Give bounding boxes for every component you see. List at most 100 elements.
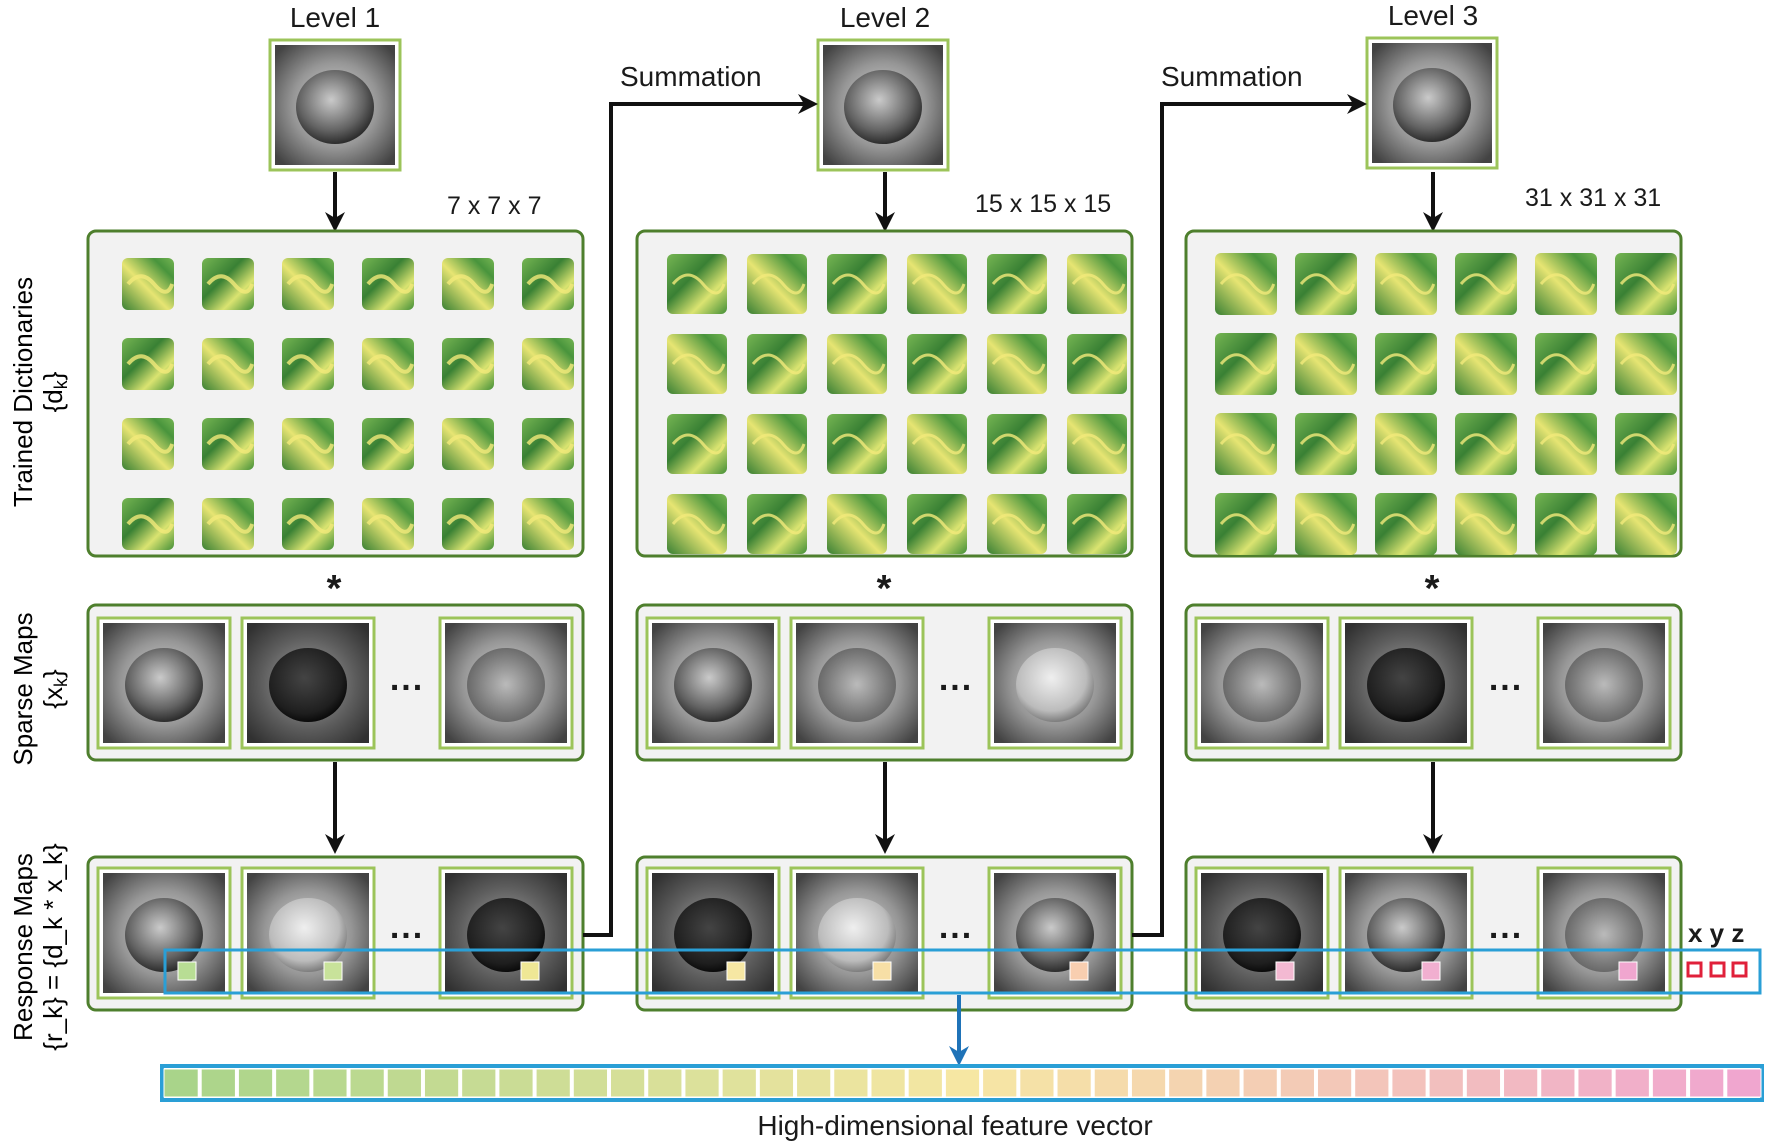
dictionary-atom-1-2-4 <box>362 338 415 390</box>
dictionary-atom-1-2-5-fill <box>442 338 494 390</box>
dictionary-atom-2-3-3-texture <box>831 433 886 455</box>
feature-vector-cell-30 <box>1242 1068 1278 1098</box>
dictionary-atom-2-2-1-fill <box>667 334 727 394</box>
dictionary-atom-1-2-3-texture <box>286 354 335 374</box>
dictionary-atom-2-1-4-fill <box>907 254 967 314</box>
dictionary-atom-2-1-3-fill <box>827 254 887 314</box>
dictionary-atom-2-2-5-fill <box>987 334 1047 394</box>
dictionary-atom-1-2-2-texture <box>206 354 255 374</box>
sparse-map-2-1 <box>645 616 781 750</box>
dictionary-atom-3-4-4 <box>1455 493 1517 555</box>
sparse-map-1-3-specimen <box>467 647 545 723</box>
dictionary-atom-3-1-3 <box>1375 253 1437 315</box>
feature-vector-cell-1 <box>163 1068 199 1098</box>
response-map-2-1-specimen <box>674 897 752 973</box>
summation-arrow-1 <box>583 94 818 937</box>
sparse-map-1-1 <box>96 616 232 750</box>
dictionary-atom-1-3-6 <box>522 418 575 470</box>
feature-vector-cell-14 <box>647 1068 683 1098</box>
sparse-map-2-2 <box>789 616 925 750</box>
level-2-dictionary-size: 15 x 15 x 15 <box>975 190 1112 218</box>
response-map-3-1 <box>1194 866 1330 1000</box>
feature-vector-cell-9 <box>461 1068 497 1098</box>
feature-vector-cell-41 <box>1651 1068 1688 1098</box>
dictionary-atom-1-1-6-texture <box>526 274 575 294</box>
dictionary-atom-1-1-1-texture <box>126 274 175 294</box>
level-2-input-volume-specimen <box>844 69 922 145</box>
dictionary-atom-1-4-6-texture <box>526 514 575 534</box>
response-map-1-1 <box>96 866 232 1000</box>
response-sample-3-1 <box>1275 961 1295 981</box>
dictionary-atom-3-3-3 <box>1375 413 1437 475</box>
response-sample-3-3 <box>1618 961 1638 981</box>
dictionary-atom-2-2-6-fill <box>1067 334 1127 394</box>
dictionary-atom-2-4-5 <box>987 494 1047 554</box>
dictionary-atom-3-1-3-texture <box>1379 273 1436 295</box>
dictionary-atom-1-1-3-texture <box>286 274 335 294</box>
dictionary-atom-3-2-4 <box>1455 333 1517 395</box>
dictionary-atom-2-4-4-fill <box>907 494 967 554</box>
dictionary-atom-3-4-2-fill <box>1295 493 1357 555</box>
dictionary-atom-3-3-6-texture <box>1619 433 1676 455</box>
dictionary-atom-3-4-3-texture <box>1379 513 1436 535</box>
feature-vector-cell-32 <box>1316 1068 1353 1098</box>
level-2-input-volume <box>816 38 950 172</box>
dictionary-atom-3-4-1 <box>1215 493 1277 555</box>
response-sample-1-2 <box>323 961 343 981</box>
dictionary-atom-3-2-5 <box>1535 333 1597 395</box>
dictionary-atom-2-3-1 <box>667 414 727 474</box>
response-sample-2-3 <box>1069 961 1089 981</box>
dictionary-atom-2-2-3-fill <box>827 334 887 394</box>
dictionary-atom-2-3-6 <box>1067 414 1127 474</box>
convolution-operator-2: * <box>876 568 892 610</box>
dictionary-atom-2-1-6 <box>1067 254 1127 314</box>
dictionary-atom-2-4-4 <box>907 494 967 554</box>
dictionary-atom-1-3-3 <box>282 418 335 470</box>
feature-vector-cell-38 <box>1540 1068 1576 1098</box>
response-ellipsis-1: ... <box>389 908 425 946</box>
response-ellipsis-2: ... <box>938 908 974 946</box>
dictionary-atom-2-3-2 <box>747 414 807 474</box>
response-ellipsis-3: ... <box>1488 908 1524 946</box>
dictionary-atom-2-1-5 <box>987 254 1047 314</box>
dictionary-atom-1-3-4 <box>362 418 415 470</box>
dictionary-atom-1-4-4-texture <box>366 514 415 534</box>
dictionary-atom-2-2-1 <box>667 334 727 394</box>
dictionary-atom-3-2-4-fill <box>1455 333 1517 395</box>
dictionary-atom-3-1-1-texture <box>1219 273 1276 295</box>
response-map-1-2 <box>240 866 376 1000</box>
dictionary-atom-1-1-2-texture <box>206 274 255 294</box>
response-sample-1-3 <box>520 961 540 981</box>
dictionary-atom-2-1-6-fill <box>1067 254 1127 314</box>
dictionary-atom-2-2-4 <box>907 334 967 394</box>
level-1-input-volume-specimen <box>296 69 374 145</box>
feature-vector-cell-35 <box>1428 1068 1464 1098</box>
sparse-map-3-1 <box>1194 616 1330 750</box>
dictionary-atom-3-4-1-texture <box>1219 513 1276 535</box>
dictionary-atom-3-3-2 <box>1295 413 1357 475</box>
dictionary-atom-3-1-5 <box>1535 253 1597 315</box>
feature-vector-cell-31 <box>1279 1068 1315 1098</box>
sparse-map-3-3 <box>1536 616 1672 750</box>
feature-vector-cell-40 <box>1614 1068 1650 1098</box>
response-map-1-3 <box>438 866 574 1000</box>
dictionary-atom-3-2-1 <box>1215 333 1277 395</box>
dictionary-atom-2-4-2 <box>747 494 807 554</box>
dictionary-atom-1-1-5-texture <box>446 274 495 294</box>
dictionary-atom-1-4-2-fill <box>202 498 254 550</box>
dictionary-atom-2-3-2-texture <box>751 433 806 455</box>
sparse-map-3-2 <box>1338 616 1474 750</box>
response-map-2-2 <box>789 866 925 1000</box>
dictionary-atom-3-2-2-texture <box>1299 353 1356 375</box>
dictionary-atom-3-3-1-texture <box>1219 433 1276 455</box>
dictionary-atom-2-3-4-fill <box>907 414 967 474</box>
dictionary-atom-1-3-2-fill <box>202 418 254 470</box>
feature-vector-cell-36 <box>1465 1068 1502 1098</box>
dictionary-atom-3-2-3-fill <box>1375 333 1437 395</box>
dictionary-atom-3-2-3 <box>1375 333 1437 395</box>
dictionary-atom-1-4-3-fill <box>282 498 334 550</box>
feature-vector-cell-6 <box>349 1068 385 1098</box>
dictionary-atom-1-4-1-fill <box>122 498 174 550</box>
dictionary-atom-3-1-3-fill <box>1375 253 1437 315</box>
sparse-formula-sub: k <box>51 678 71 687</box>
